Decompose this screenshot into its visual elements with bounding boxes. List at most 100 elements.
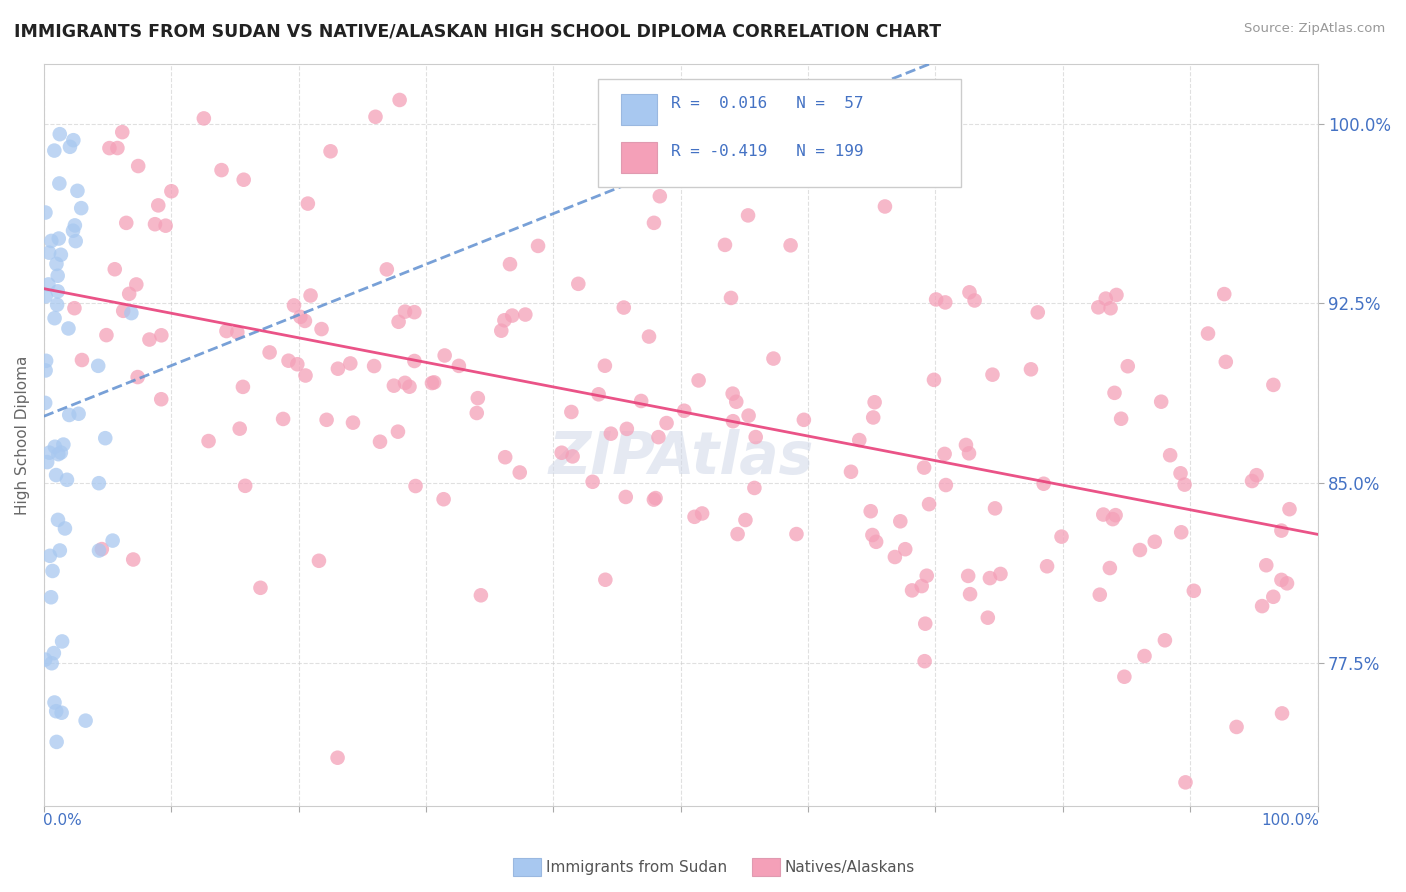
Point — [981, 368, 1004, 382]
Point — [297, 196, 319, 211]
Point — [984, 501, 1007, 516]
Point — [494, 313, 516, 327]
Point — [447, 359, 470, 373]
Text: IMMIGRANTS FROM SUDAN VS NATIVE/ALASKAN HIGH SCHOOL DIPLOMA CORRELATION CHART: IMMIGRANTS FROM SUDAN VS NATIVE/ALASKAN … — [14, 22, 941, 40]
Point — [228, 422, 250, 436]
Point — [1092, 508, 1115, 522]
Point — [737, 409, 759, 423]
Point — [914, 654, 936, 668]
Point — [1026, 305, 1049, 319]
Point — [38, 445, 60, 459]
Point — [58, 408, 80, 422]
Point — [326, 361, 349, 376]
Point — [1150, 394, 1173, 409]
Point — [62, 224, 84, 238]
Point — [918, 497, 941, 511]
Point — [101, 533, 124, 548]
Point — [52, 437, 75, 451]
Point — [1270, 524, 1292, 538]
Point — [883, 549, 905, 564]
Point — [1215, 355, 1237, 369]
Point — [44, 144, 66, 158]
Point — [404, 354, 426, 368]
Point — [915, 568, 938, 582]
Point — [1170, 467, 1192, 481]
Point — [98, 141, 121, 155]
Point — [734, 513, 756, 527]
Point — [127, 370, 149, 384]
Point — [894, 542, 917, 557]
Point — [955, 438, 977, 452]
Point — [49, 127, 72, 141]
Point — [59, 140, 82, 154]
Text: R = -0.419   N = 199: R = -0.419 N = 199 — [671, 145, 863, 160]
Point — [963, 293, 986, 308]
Point — [725, 394, 748, 409]
Text: Source: ZipAtlas.com: Source: ZipAtlas.com — [1244, 22, 1385, 36]
Point — [1109, 411, 1132, 425]
Point — [561, 450, 583, 464]
Point — [1251, 599, 1274, 613]
Point — [613, 301, 636, 315]
Point — [1050, 530, 1073, 544]
Point — [125, 277, 148, 292]
Point — [44, 696, 66, 710]
Point — [1278, 502, 1301, 516]
Point — [398, 380, 420, 394]
Point — [326, 750, 349, 764]
Point — [1225, 720, 1247, 734]
Point — [581, 475, 603, 489]
Point — [420, 376, 443, 390]
Point — [87, 359, 110, 373]
Point — [1271, 706, 1294, 721]
Point — [112, 303, 135, 318]
Point — [1088, 588, 1111, 602]
Point — [283, 298, 305, 312]
Point — [233, 479, 256, 493]
Point — [1170, 525, 1192, 540]
Point — [1032, 476, 1054, 491]
Point — [75, 714, 97, 728]
Point — [737, 208, 759, 222]
Point — [143, 217, 166, 231]
Point — [1154, 633, 1177, 648]
Point — [1129, 543, 1152, 558]
Point — [249, 581, 271, 595]
Point — [860, 528, 883, 542]
Point — [616, 422, 638, 436]
Text: ZIPAtlas: ZIPAtlas — [548, 429, 814, 486]
Point — [394, 304, 416, 318]
Point — [1240, 474, 1263, 488]
Point — [651, 169, 673, 183]
Point — [58, 321, 80, 335]
Point — [404, 305, 426, 319]
Point — [37, 277, 59, 292]
Point — [567, 277, 589, 291]
Point — [1256, 558, 1278, 573]
Point — [1174, 477, 1197, 491]
Point — [150, 392, 173, 407]
Point — [118, 286, 141, 301]
Point — [839, 465, 862, 479]
Point — [197, 434, 219, 448]
Point — [94, 431, 117, 445]
Point — [593, 359, 616, 373]
Point — [465, 406, 488, 420]
Point — [499, 257, 522, 271]
Point — [66, 184, 89, 198]
Point — [364, 110, 387, 124]
Point — [53, 521, 76, 535]
Point — [285, 357, 308, 371]
Point — [648, 189, 671, 203]
Point — [647, 430, 669, 444]
Point — [762, 351, 785, 366]
Point — [96, 328, 118, 343]
Point — [39, 591, 62, 605]
Point — [41, 657, 63, 671]
Point — [42, 646, 65, 660]
Point — [1174, 775, 1197, 789]
Point — [388, 93, 411, 107]
Y-axis label: High School Diploma: High School Diploma — [15, 356, 30, 515]
Point — [1270, 573, 1292, 587]
Point — [673, 403, 696, 417]
